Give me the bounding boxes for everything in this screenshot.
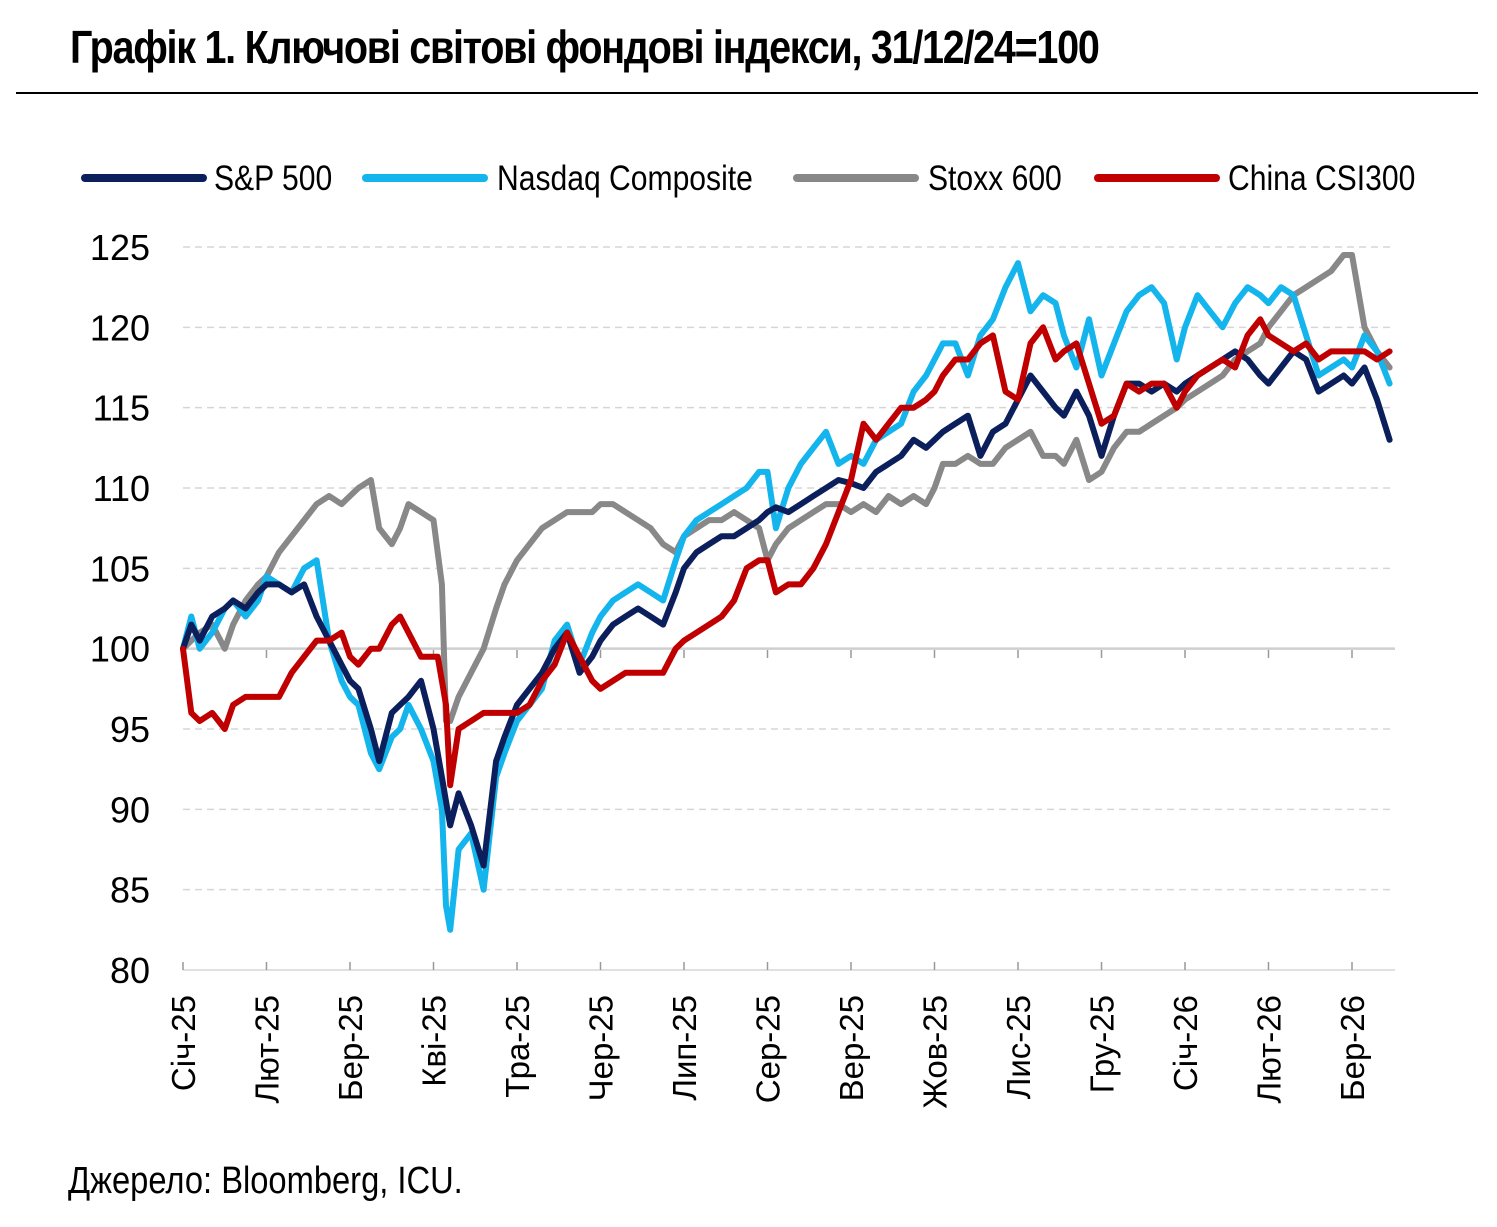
x-tick-label: Січ-26 — [1167, 995, 1204, 1091]
x-tick-label: Жов-25 — [917, 995, 954, 1109]
x-axis: Січ-25 Лют-25 Бер-25 Кві-25 Тра-25 Чер-25 Лип-… — [165, 650, 1395, 1109]
legend-label-s-p-500: S&P 500 — [214, 158, 332, 198]
x-tick-label: Кві-25 — [416, 995, 453, 1087]
y-tick-label: 110 — [93, 468, 150, 509]
y-tick-label: 105 — [90, 548, 150, 589]
page-title: Графік 1. Ключові світові фондові індекс… — [70, 21, 1100, 73]
y-tick-label: 125 — [90, 227, 150, 268]
gridlines — [183, 246, 1395, 891]
x-tick-label: Лют-26 — [1251, 995, 1288, 1104]
x-tick-label: Сер-25 — [750, 995, 787, 1103]
x-tick-label: Бер-26 — [1334, 995, 1371, 1101]
y-tick-label: 100 — [90, 629, 150, 670]
legend-label-nasdaq-composite: Nasdaq Composite — [497, 158, 753, 198]
y-axis: 80 85 90 95 100 105 110 115 120 125 — [90, 227, 150, 991]
x-tick-label: Тра-25 — [499, 995, 536, 1098]
x-tick-label: Лис-25 — [1000, 995, 1037, 1099]
source-note: Джерело: Bloomberg, ICU. — [68, 1160, 463, 1202]
x-tick-label: Січ-25 — [165, 995, 202, 1091]
y-tick-label: 80 — [110, 950, 150, 991]
series-line-nasdaq-composite — [180, 260, 1393, 933]
y-tick-label: 90 — [110, 789, 150, 830]
legend-label-stoxx-600: Stoxx 600 — [928, 158, 1062, 198]
y-tick-label: 120 — [90, 307, 150, 348]
series-line-china-csi300 — [180, 316, 1393, 789]
title-divider — [16, 92, 1478, 94]
series-line-s-p-500 — [180, 348, 1393, 869]
x-tick-label: Чер-25 — [583, 995, 620, 1101]
y-tick-label: 95 — [110, 709, 150, 750]
y-tick-label: 115 — [93, 388, 150, 429]
legend-label-china-csi300: China CSI300 — [1228, 158, 1415, 198]
y-tick-label: 85 — [110, 870, 150, 911]
legend: S&P 500 Nasdaq Composite Stoxx 600 China CS… — [81, 158, 1415, 198]
x-tick-label: Вер-25 — [833, 995, 870, 1101]
x-tick-label: Бер-25 — [332, 995, 369, 1101]
series-lines — [180, 252, 1393, 933]
x-tick-label: Лют-25 — [249, 995, 286, 1104]
x-tick-label: Лип-25 — [666, 995, 703, 1101]
x-tick-label: Гру-25 — [1084, 995, 1121, 1093]
